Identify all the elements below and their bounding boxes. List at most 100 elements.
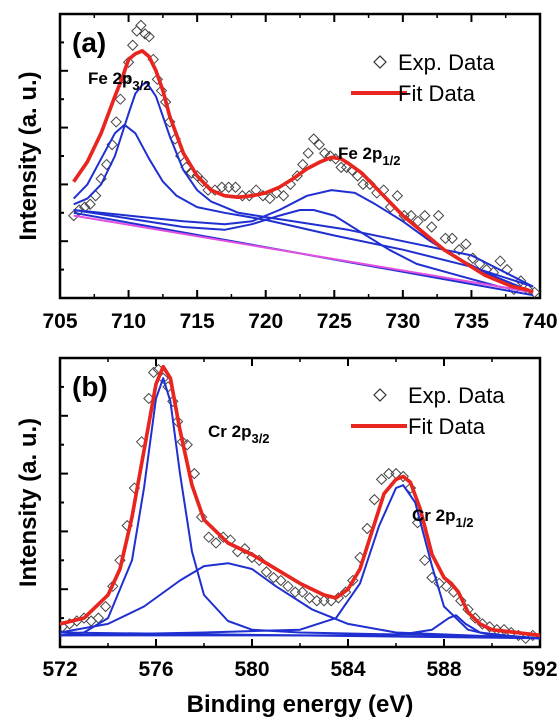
data-point	[397, 470, 409, 483]
data-point	[267, 571, 280, 584]
panel-b-legend: Exp. Data Fit Data	[351, 383, 505, 439]
panel-a-x-tick-label: 725	[317, 310, 352, 333]
data-point	[494, 255, 506, 267]
legend-exp-data-marker	[373, 55, 387, 69]
data-point	[100, 158, 113, 171]
data-point	[99, 600, 112, 613]
data-point	[222, 181, 235, 193]
data-point	[114, 93, 127, 105]
panel-a-peak-label: Fe 2p1/2	[338, 144, 400, 168]
panel-b-series-cr-2p3-2-satellite-component-line	[60, 562, 540, 640]
panel-a-series-fe-2p3-2-main-component-line	[73, 81, 534, 288]
data-point	[188, 467, 201, 480]
data-point	[297, 158, 309, 171]
panel-b: 572 576 580 584 588 592 Intensity (a. u.) Bindi…	[15, 356, 557, 718]
legend-exp-data-label: Exp. Data	[398, 50, 495, 75]
data-point	[191, 170, 203, 182]
data-point	[260, 566, 273, 578]
data-point	[375, 473, 388, 486]
data-point	[239, 543, 251, 555]
panel-b-series-background-line	[60, 631, 540, 640]
data-point	[73, 204, 85, 216]
data-point	[308, 133, 320, 145]
data-point	[151, 73, 164, 86]
panel-b-panel-label: (b)	[72, 371, 108, 402]
panel-a-series-fe-2p1-2-second-component-line	[73, 209, 534, 294]
data-point	[277, 190, 290, 202]
peak-label-subscript: 3/2	[251, 431, 269, 446]
data-point	[368, 493, 381, 506]
panel-b-x-tick-label: 592	[522, 658, 557, 681]
panel-a-x-tick-label: 715	[180, 310, 215, 333]
data-point	[210, 537, 222, 549]
data-point	[143, 31, 155, 43]
data-point	[455, 595, 467, 607]
peak-label-base: Cr 2p	[208, 422, 251, 441]
data-point	[453, 244, 465, 256]
panel-a-x-tick-label: 730	[385, 310, 420, 333]
data-point	[432, 209, 445, 222]
panel-a-y-axis-label: Intensity (a. u.)	[15, 71, 42, 240]
panel-b-x-tick-label: 572	[42, 658, 77, 681]
panel-a-plot-area	[68, 19, 540, 298]
panel-a-x-tick-label: 710	[111, 310, 146, 333]
panel-a-x-tick-label: 705	[42, 310, 77, 333]
data-point	[318, 147, 331, 159]
data-point	[282, 580, 294, 593]
peak-label-subscript: 1/2	[455, 515, 473, 530]
data-point	[419, 554, 431, 567]
panel-a-x-tick-label: 720	[248, 310, 283, 333]
data-point	[110, 116, 122, 128]
panel-b-series-cr-2p1-2-small-component-line	[60, 614, 540, 640]
data-point	[335, 161, 347, 174]
panel-b-x-tick-label: 580	[234, 658, 269, 681]
panel-b-series-cr-2p3-2-main-component-line	[60, 377, 540, 640]
data-point	[446, 232, 458, 245]
data-point	[264, 192, 276, 205]
data-point	[383, 467, 395, 480]
data-point	[467, 252, 479, 264]
data-point	[84, 198, 96, 210]
data-point	[275, 574, 287, 587]
peak-label-base: Cr 2p	[412, 506, 455, 525]
peak-label-base: Fe 2p	[88, 69, 132, 88]
panel-b-fit-data-line-top	[60, 364, 540, 638]
panel-a-legend: Exp. Data Fit Data	[351, 50, 495, 106]
peak-label-base: Fe 2p	[338, 144, 382, 163]
panel-a-panel-label: (a)	[72, 27, 106, 58]
legend-fit-data-label: Fit Data	[398, 81, 476, 106]
legend-exp-data-label: Exp. Data	[408, 383, 505, 408]
legend-fit-data-label: Fit Data	[408, 414, 486, 439]
data-point	[203, 531, 215, 543]
data-point	[216, 181, 228, 193]
data-point	[324, 150, 336, 162]
panel-b-peak-label: Cr 2p1/2	[412, 506, 474, 530]
panel-b-series-cr-2p1-2-main-component-line	[60, 484, 540, 640]
data-point	[425, 221, 438, 233]
data-point	[126, 39, 139, 51]
panel-a-x-tick-label: 735	[454, 310, 489, 333]
panel-a: 705 710 715 720 725 730 735 740 Intensity (a. u.…	[15, 12, 557, 333]
data-point	[501, 263, 513, 276]
peak-label-subscript: 1/2	[382, 153, 400, 168]
panel-b-x-tick-label: 588	[426, 658, 461, 681]
data-point	[440, 580, 453, 593]
data-point	[302, 147, 314, 159]
data-point	[391, 190, 404, 202]
data-point	[195, 511, 208, 523]
panel-b-peak-label: Cr 2p3/2	[208, 422, 270, 446]
panel-b-x-tick-label: 584	[330, 658, 365, 681]
data-point	[357, 178, 369, 191]
data-point	[147, 366, 160, 379]
panel-b-x-axis-label: Binding energy (eV)	[187, 691, 414, 718]
data-point	[460, 238, 472, 250]
panel-b-plot-area	[60, 363, 540, 645]
data-point	[419, 209, 431, 222]
panel-b-y-axis-label: Intensity (a. u.)	[15, 418, 42, 587]
legend-exp-data-marker	[373, 388, 387, 402]
panel-a-series-linear-baseline-line	[73, 214, 534, 294]
panel-a-x-tick-label: 740	[522, 310, 557, 333]
panel-a-peak-label: Fe 2p3/2	[88, 69, 150, 93]
data-point	[313, 138, 325, 151]
